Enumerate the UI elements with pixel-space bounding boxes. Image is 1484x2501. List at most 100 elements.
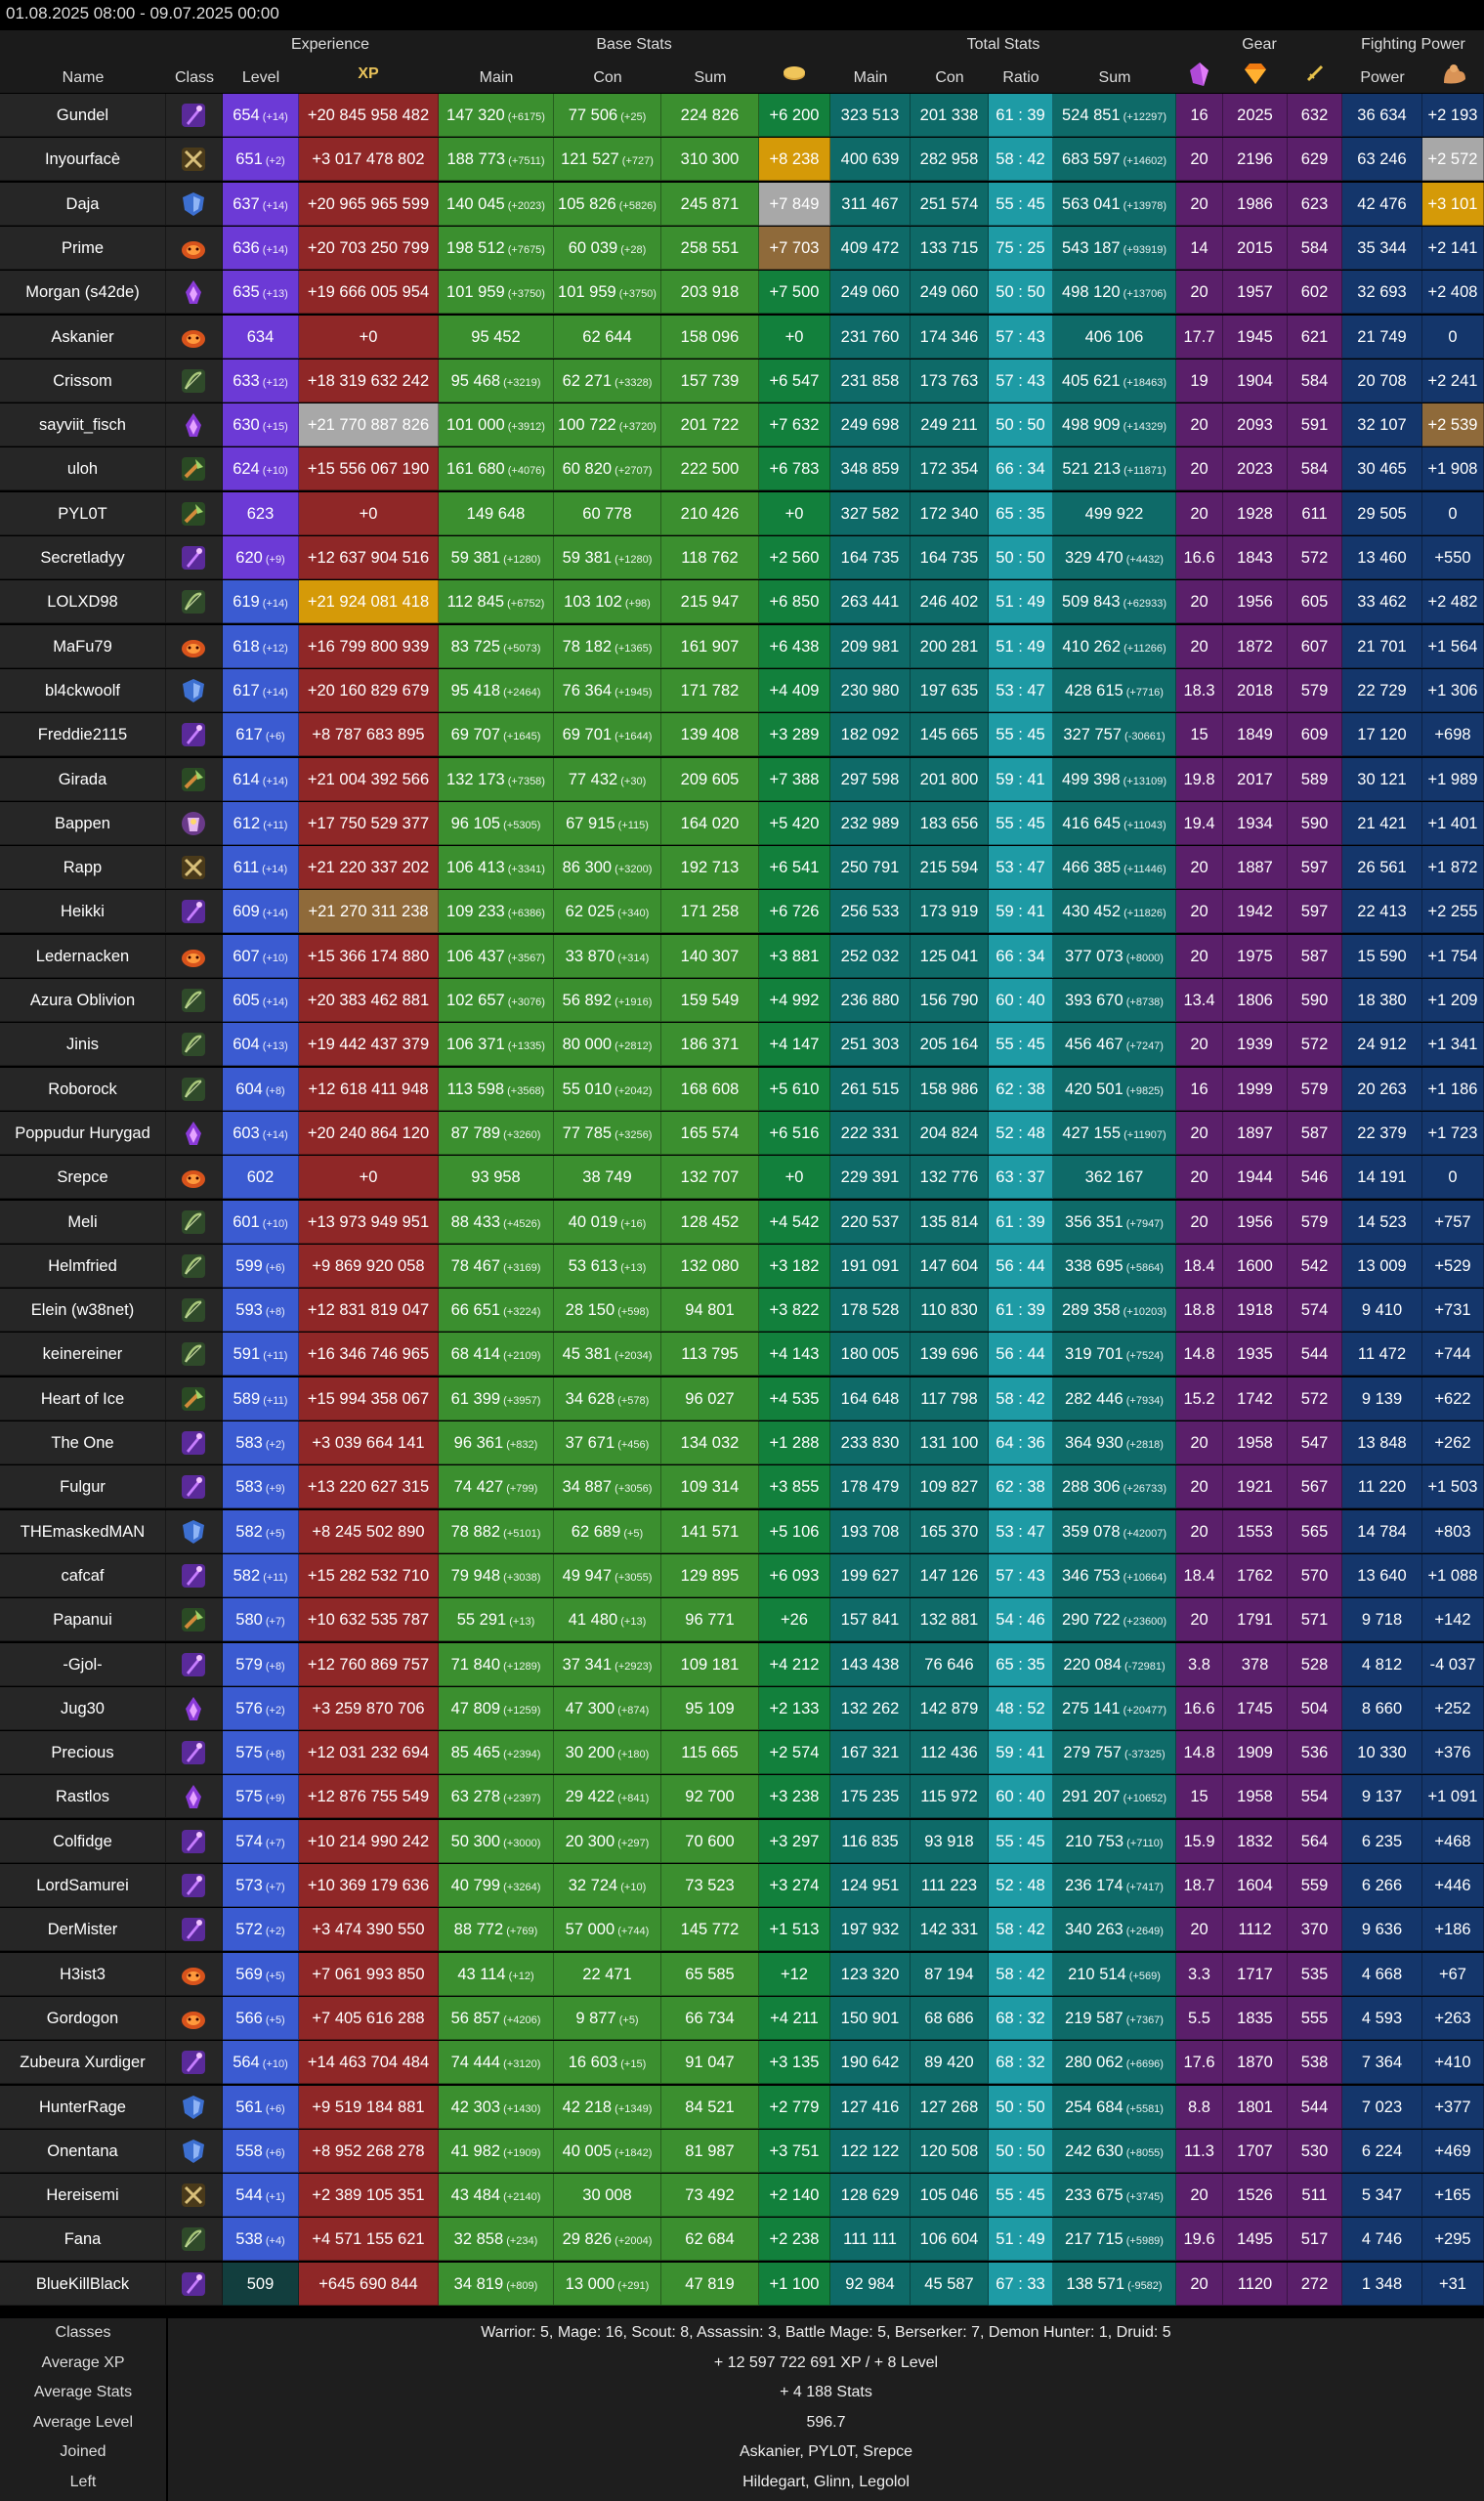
header-sum[interactable]: Sum	[694, 69, 727, 86]
player-name[interactable]: PYL0T	[0, 491, 166, 535]
con-cell-value: 28 150	[565, 1301, 615, 1320]
total-main-cell: 327 582	[830, 491, 911, 535]
player-name[interactable]: THEmaskedMAN	[0, 1509, 166, 1553]
player-name[interactable]: Inyourfacè	[0, 138, 166, 182]
sum-cell-value: 171 258	[680, 903, 740, 921]
player-name[interactable]: Bappen	[0, 801, 166, 845]
player-name-value: Ledernacken	[35, 947, 130, 965]
total-con-cell-value: 112 436	[920, 1744, 978, 1762]
player-name[interactable]: Jinis	[0, 1023, 166, 1067]
gold-cell: +2 133	[759, 1686, 830, 1730]
gear-crystal-cell: 20	[1176, 1509, 1223, 1553]
player-name[interactable]: Srepce	[0, 1156, 166, 1200]
main-cell: 198 512 (+7675)	[439, 226, 554, 270]
player-name[interactable]: Meli	[0, 1200, 166, 1244]
header-ratio[interactable]: Ratio	[1002, 69, 1039, 86]
strength-icon[interactable]	[1422, 62, 1484, 92]
gear-crystal-cell-value: 14.8	[1183, 1744, 1215, 1762]
player-name[interactable]: Crissom	[0, 359, 166, 403]
player-name[interactable]: Papanui	[0, 1598, 166, 1642]
player-name[interactable]: LordSamurei	[0, 1864, 166, 1907]
player-name[interactable]: DerMister	[0, 1908, 166, 1952]
player-name[interactable]: HunterRage	[0, 2085, 166, 2129]
ratio-cell-value: 58 : 42	[996, 150, 1045, 169]
gear-sword-cell: 609	[1288, 713, 1342, 757]
total-main-cell-value: 311 467	[841, 194, 899, 213]
gear-crystal-cell-value: 18.7	[1183, 1877, 1215, 1894]
player-name[interactable]: Daja	[0, 182, 166, 226]
player-name[interactable]: Girada	[0, 757, 166, 801]
power-change-cell-value: +165	[1434, 2186, 1471, 2205]
player-name[interactable]: Fulgur	[0, 1465, 166, 1509]
player-name[interactable]: Colfidge	[0, 1819, 166, 1863]
header-con[interactable]: Con	[593, 69, 622, 86]
player-name[interactable]: LOLXD98	[0, 580, 166, 624]
gem-icon[interactable]	[1223, 62, 1288, 90]
header-name[interactable]: Name	[62, 69, 105, 86]
player-name[interactable]: bl4ckwoolf	[0, 668, 166, 712]
player-name[interactable]: cafcaf	[0, 1553, 166, 1597]
power-change-cell-value: +31	[1439, 2274, 1466, 2293]
header-xp[interactable]: XP	[358, 65, 379, 82]
player-name[interactable]: Zubeura Xurdiger	[0, 2041, 166, 2085]
player-name[interactable]: Onentana	[0, 2129, 166, 2173]
player-name[interactable]: keinereiner	[0, 1333, 166, 1377]
header-power[interactable]: Power	[1360, 69, 1405, 86]
main-cell-value: 68 414	[450, 1345, 501, 1364]
total-con-cell: 201 800	[911, 757, 989, 801]
main-cell-increase: (+5073)	[500, 642, 541, 655]
gear-crystal-cell-value: 20	[1190, 194, 1208, 213]
player-name[interactable]: Roborock	[0, 1067, 166, 1111]
level-cell-value: 599	[235, 1256, 263, 1275]
header-main[interactable]: Main	[479, 69, 514, 86]
player-name[interactable]: Azura Oblivion	[0, 979, 166, 1022]
gear-sword-cell-value: 589	[1300, 770, 1329, 788]
player-name[interactable]: MaFu79	[0, 624, 166, 668]
player-name[interactable]: Secretladyy	[0, 536, 166, 579]
player-name[interactable]: Gordogon	[0, 1996, 166, 2040]
header-total-main[interactable]: Main	[853, 69, 888, 86]
main-cell: 56 857 (+4206)	[439, 1996, 554, 2040]
crystal-icon[interactable]	[1176, 62, 1223, 92]
gold-cell: +26	[759, 1598, 830, 1642]
main-cell: 101 000 (+3912)	[439, 403, 554, 447]
player-name[interactable]: Jug30	[0, 1686, 166, 1730]
header-total-con[interactable]: Con	[935, 69, 964, 86]
player-name[interactable]: BlueKillBlack	[0, 2262, 166, 2306]
header-total-sum[interactable]: Sum	[1098, 69, 1131, 86]
gear-sword-cell: 272	[1288, 2262, 1342, 2306]
player-name[interactable]: Heikki	[0, 890, 166, 934]
gear-crystal-cell-value: 18.4	[1183, 1566, 1215, 1585]
player-name[interactable]: Morgan (s42de)	[0, 271, 166, 315]
player-name[interactable]: Hereisemi	[0, 2174, 166, 2218]
player-name[interactable]: Poppudur Hurygad	[0, 1111, 166, 1155]
warrior-class-icon	[180, 2094, 207, 2121]
xp-cell: +3 259 870 706	[299, 1686, 439, 1730]
gold-cell-value: +2 238	[769, 2230, 820, 2249]
player-name[interactable]: uloh	[0, 447, 166, 491]
player-name[interactable]: Helmfried	[0, 1244, 166, 1288]
player-name[interactable]: -Gjol-	[0, 1642, 166, 1686]
total-sum-cell-increase: (+7417)	[1123, 1882, 1164, 1893]
ratio-cell: 65 : 35	[989, 491, 1053, 535]
player-name[interactable]: Elein (w38net)	[0, 1289, 166, 1333]
ratio-cell-value: 55 : 45	[996, 1832, 1045, 1850]
sword-icon[interactable]	[1288, 64, 1342, 88]
player-name[interactable]: Rapp	[0, 846, 166, 890]
player-name[interactable]: Precious	[0, 1731, 166, 1775]
header-level[interactable]: Level	[241, 69, 280, 86]
player-name[interactable]: Askanier	[0, 315, 166, 359]
header-class[interactable]: Class	[174, 69, 214, 86]
player-name[interactable]: Rastlos	[0, 1775, 166, 1819]
player-name[interactable]: Freddie2115	[0, 713, 166, 757]
gold-icon[interactable]	[759, 64, 829, 88]
player-name[interactable]: Ledernacken	[0, 934, 166, 978]
player-name[interactable]: Gundel	[0, 94, 166, 137]
player-name[interactable]: sayviit_fisch	[0, 403, 166, 447]
player-name[interactable]: The One	[0, 1421, 166, 1464]
power-cell: 20 263	[1342, 1067, 1422, 1111]
player-name[interactable]: Prime	[0, 226, 166, 270]
player-name[interactable]: Fana	[0, 2218, 166, 2262]
player-name[interactable]: H3ist3	[0, 1952, 166, 1996]
player-name[interactable]: Heart of Ice	[0, 1377, 166, 1420]
